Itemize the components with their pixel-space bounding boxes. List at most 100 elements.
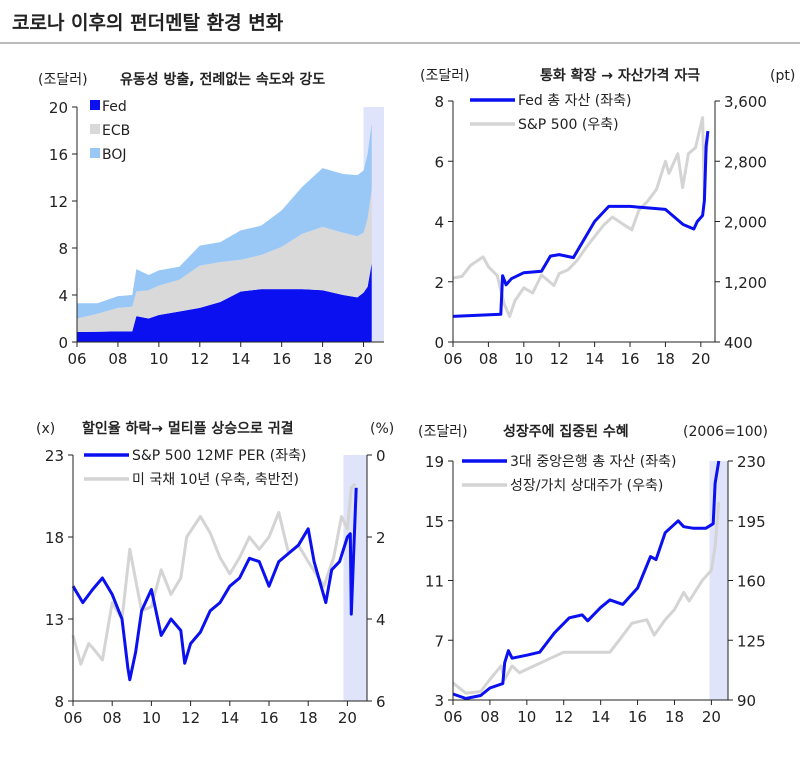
legend-swatch-boj <box>90 148 100 158</box>
left-axis-unit: (조달러) <box>38 72 88 88</box>
x-tick-label: 12 <box>550 350 569 368</box>
chart-4: (조달러) 성장주에 집중된 수혜 (2006=100) 3대 중앙은행 총 자산 (… <box>418 423 768 726</box>
line-series-left-axis <box>71 487 358 682</box>
x-tick-label: 14 <box>591 708 610 726</box>
chart-2: (조달러) 통화 확장 → 자산가격 자극 (pt) Fed 총 자산 (좌축) S&P… <box>420 67 795 368</box>
x-tick-label: 16 <box>272 350 291 368</box>
x-tick-label: 08 <box>108 350 127 368</box>
chart-title: 유동성 방출, 전례없는 속도와 강도 <box>120 71 325 88</box>
y-tick-label: 19 <box>425 453 444 471</box>
covid-shade-region <box>709 461 728 700</box>
y-tick-label: 16 <box>49 146 68 164</box>
chart-1: (조달러) 유동성 방출, 전례없는 속도와 강도 Fed ECB BOJ 06 08 10 1… <box>38 71 384 368</box>
right-y-tick-label: 4 <box>376 611 386 629</box>
right-y-tick-label: 2 <box>376 529 386 547</box>
right-y-tick-label: 230 <box>737 453 766 471</box>
right-y-tick-label: 1,200 <box>724 274 767 292</box>
right-y-tick-label: 2,800 <box>724 153 767 171</box>
right-y-tick-label: 2,000 <box>724 214 767 232</box>
right-y-tick-label: 125 <box>737 632 766 650</box>
x-tick-label: 12 <box>181 709 200 727</box>
legend-label: ECB <box>102 123 130 139</box>
y-tick-label: 8 <box>58 240 68 258</box>
y-tick-label: 23 <box>45 447 64 465</box>
right-y-tick-label: 0 <box>376 447 386 465</box>
y-tick-label: 4 <box>58 287 68 305</box>
area-ecb <box>77 189 372 333</box>
legend-swatch-fed <box>90 100 100 110</box>
y-tick-label: 6 <box>434 153 444 171</box>
chart-3: (x) 할인율 하락→ 멀티플 상승으로 귀결 (%) S&P 500 12MF PE… <box>36 420 394 727</box>
x-tick-label: 10 <box>517 708 536 726</box>
legend-swatch-ecb <box>90 124 100 134</box>
chart-title: 할인율 하락→ 멀티플 상승으로 귀결 <box>82 420 294 437</box>
right-y-tick-label: 195 <box>737 513 766 531</box>
left-axis-unit: (조달러) <box>420 68 470 84</box>
x-tick-label: 06 <box>443 708 462 726</box>
x-tick-label: 12 <box>190 350 209 368</box>
y-tick-label: 11 <box>425 573 444 591</box>
x-tick-label: 06 <box>63 709 82 727</box>
legend-label: S&P 500 12MF PER (좌축) <box>132 448 306 464</box>
y-tick-label: 15 <box>425 513 444 531</box>
x-tick-label: 16 <box>259 709 278 727</box>
left-axis-unit: (조달러) <box>418 424 468 440</box>
right-y-tick-label: 3,600 <box>724 93 767 111</box>
line-series-right-axis <box>71 482 357 666</box>
right-y-tick-label: 400 <box>724 334 753 352</box>
y-tick-label: 8 <box>434 93 444 111</box>
y-tick-label: 0 <box>434 334 444 352</box>
x-tick-label: 20 <box>702 708 721 726</box>
line-series-left-axis <box>452 130 710 318</box>
chart-title: 성장주에 집중된 수혜 <box>503 423 629 440</box>
x-tick-label: 10 <box>514 350 533 368</box>
y-tick-label: 3 <box>434 692 444 710</box>
line-series-left-axis <box>452 460 721 700</box>
area-fed <box>77 263 372 342</box>
x-tick-label: 14 <box>220 709 239 727</box>
x-tick-label: 10 <box>142 709 161 727</box>
right-y-tick-label: 90 <box>737 692 756 710</box>
area-boj <box>77 123 372 319</box>
y-tick-label: 12 <box>49 193 68 211</box>
right-axis-unit: (pt) <box>770 68 795 84</box>
y-tick-label: 18 <box>45 529 64 547</box>
x-tick-label: 20 <box>354 350 373 368</box>
x-tick-label: 14 <box>585 350 604 368</box>
legend-label: 미 국채 10년 (우축, 축반전) <box>132 472 299 488</box>
y-tick-label: 20 <box>49 99 68 117</box>
x-tick-label: 12 <box>554 708 573 726</box>
x-tick-label: 18 <box>656 350 675 368</box>
legend-label: 성장/가치 상대주가 (우축) <box>510 478 663 494</box>
x-tick-label: 06 <box>67 350 86 368</box>
y-tick-label: 2 <box>434 274 444 292</box>
x-tick-label: 10 <box>149 350 168 368</box>
x-tick-label: 08 <box>480 708 499 726</box>
line-series-right-axis <box>452 501 721 695</box>
legend-label: Fed 총 자산 (좌축) <box>518 93 631 109</box>
legend-label: 3대 중앙은행 총 자산 (좌축) <box>510 454 676 470</box>
x-tick-label: 18 <box>313 350 332 368</box>
legend-label: S&P 500 (우축) <box>518 117 619 133</box>
x-tick-label: 06 <box>443 350 462 368</box>
right-y-tick-label: 160 <box>737 573 766 591</box>
line-series-right-axis <box>452 116 710 318</box>
x-tick-label: 18 <box>299 709 318 727</box>
right-axis-unit: (2006=100) <box>683 424 768 440</box>
y-tick-label: 4 <box>434 214 444 232</box>
chart-title: 통화 확장 → 자산가격 자극 <box>540 67 700 84</box>
x-tick-label: 08 <box>479 350 498 368</box>
x-tick-label: 14 <box>231 350 250 368</box>
x-tick-label: 18 <box>665 708 684 726</box>
y-tick-label: 13 <box>45 611 64 629</box>
x-tick-label: 20 <box>338 709 357 727</box>
y-tick-label: 8 <box>54 693 64 711</box>
main-title: 코로나 이후의 펀더멘탈 환경 변화 <box>12 12 284 34</box>
legend-label: Fed <box>102 99 127 115</box>
right-y-tick-label: 6 <box>376 693 386 711</box>
left-axis-unit: (x) <box>36 421 55 437</box>
x-tick-label: 16 <box>620 350 639 368</box>
legend-label: BOJ <box>102 147 127 163</box>
x-tick-label: 20 <box>691 350 710 368</box>
